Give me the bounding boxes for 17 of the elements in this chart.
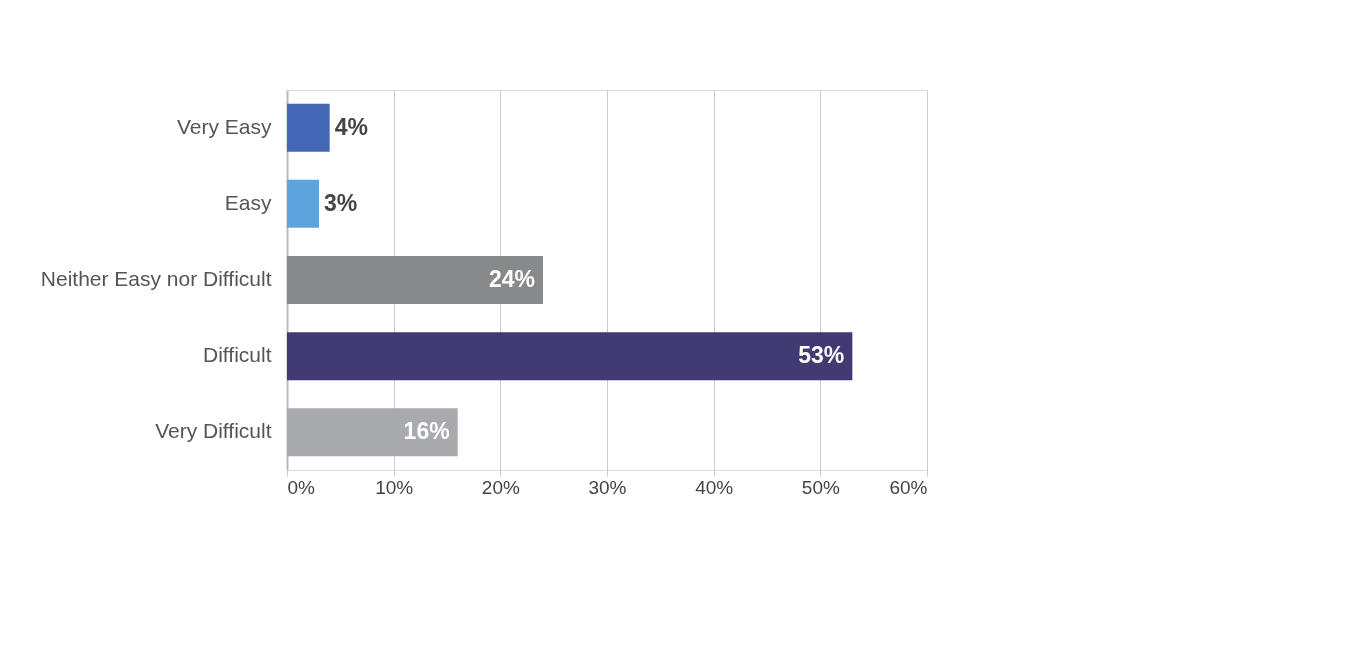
x-tick-label: 30% [588, 476, 627, 498]
data-label: 16% [403, 418, 450, 445]
y-tick-label: Very Difficult [155, 419, 272, 443]
x-tick-label: 40% [695, 476, 734, 498]
x-tick-label: 20% [481, 476, 520, 498]
data-label: 24% [488, 266, 535, 292]
x-tick-label: 10% [375, 476, 414, 498]
y-tick-label: Neither Easy nor Difficult [40, 267, 272, 290]
data-label: 53% [798, 342, 845, 369]
y-tick-label: Easy [224, 190, 272, 214]
y-tick-label: Difficult [203, 343, 272, 367]
data-label: 4% [334, 113, 368, 140]
y-tick-label: Very Easy [176, 114, 272, 138]
x-tick-label: 0% [287, 476, 316, 498]
x-tick-label: 60% [889, 476, 928, 498]
data-label: 3% [324, 189, 358, 216]
x-tick-label: 50% [801, 476, 840, 498]
